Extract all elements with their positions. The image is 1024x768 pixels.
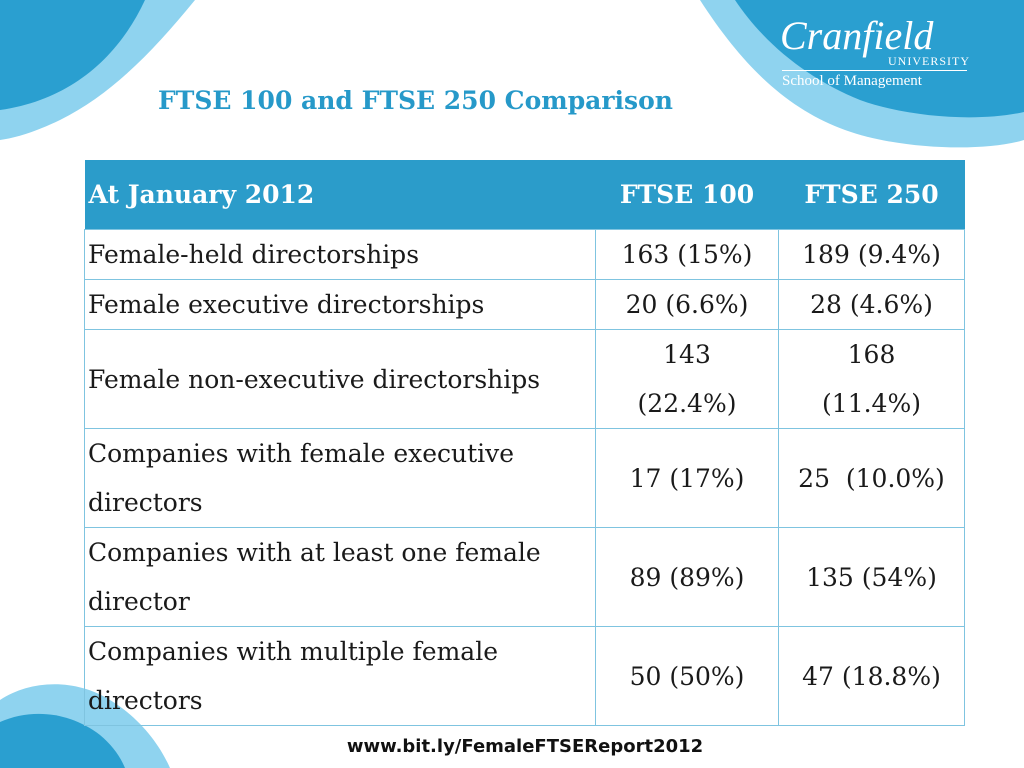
comparison-table: At January 2012 FTSE 100 FTSE 250 Female… bbox=[84, 160, 965, 726]
ftse100-value: 20 (6.6%) bbox=[595, 279, 779, 330]
ftse250-value: 189 (9.4%) bbox=[778, 229, 965, 280]
ftse250-value: 135 (54%) bbox=[778, 527, 965, 627]
table-row: Companies with multiple female directors… bbox=[84, 626, 965, 726]
table-row: Companies with female executive director… bbox=[84, 428, 965, 528]
row-label: Companies with at least one female direc… bbox=[84, 527, 596, 627]
row-label: Companies with female executive director… bbox=[84, 428, 596, 528]
bottom-left-dark-wave bbox=[0, 713, 125, 768]
row-label: Female non-executive directorships bbox=[84, 329, 596, 429]
ftse250-value: 28 (4.6%) bbox=[778, 279, 965, 330]
header-date: At January 2012 bbox=[84, 160, 596, 230]
table-row: Female non-executive directorships 143 (… bbox=[84, 329, 965, 429]
header-ftse250: FTSE 250 bbox=[778, 160, 965, 230]
row-label: Female-held directorships bbox=[84, 229, 596, 280]
slide-title: FTSE 100 and FTSE 250 Comparison bbox=[158, 86, 673, 115]
ftse250-value: 47 (18.8%) bbox=[778, 626, 965, 726]
logo-divider bbox=[782, 70, 967, 71]
top-left-dark-wave bbox=[0, 0, 145, 110]
logo-university: UNIVERSITY bbox=[888, 54, 970, 68]
ftse100-value: 163 (15%) bbox=[595, 229, 779, 280]
row-label: Female executive directorships bbox=[84, 279, 596, 330]
ftse100-value: 50 (50%) bbox=[595, 626, 779, 726]
table-header-row: At January 2012 FTSE 100 FTSE 250 bbox=[84, 160, 965, 230]
cranfield-logo: Cranfield UNIVERSITY School of Managemen… bbox=[770, 14, 970, 94]
ftse250-value: 25 (10.0%) bbox=[778, 428, 965, 528]
logo-school: School of Management bbox=[782, 73, 922, 89]
top-right-dark-wave bbox=[735, 0, 1024, 118]
report-link[interactable]: www.bit.ly/FemaleFTSEReport2012 bbox=[346, 736, 704, 757]
logo-name: Cranfield bbox=[780, 13, 934, 58]
ftse100-value: 143 (22.4%) bbox=[595, 329, 779, 429]
ftse100-value: 17 (17%) bbox=[595, 428, 779, 528]
header-ftse100: FTSE 100 bbox=[595, 160, 779, 230]
row-label: Companies with multiple female directors bbox=[84, 626, 596, 726]
ftse100-value: 89 (89%) bbox=[595, 527, 779, 627]
table-row: Female executive directorships 20 (6.6%)… bbox=[84, 279, 965, 330]
table-row: Companies with at least one female direc… bbox=[84, 527, 965, 627]
ftse250-value: 168 (11.4%) bbox=[778, 329, 965, 429]
table-row: Female-held directorships 163 (15%) 189 … bbox=[84, 229, 965, 280]
